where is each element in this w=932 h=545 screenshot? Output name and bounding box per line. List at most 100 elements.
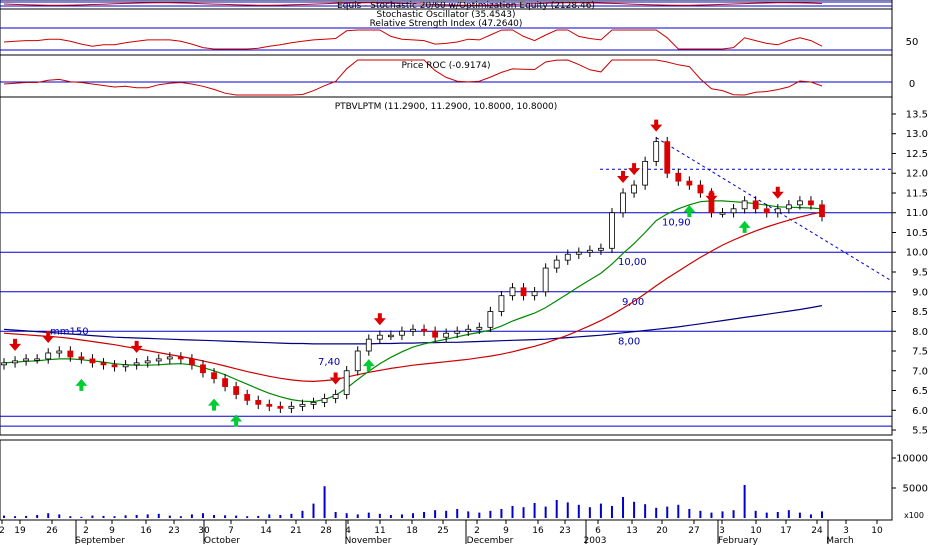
candle-body [89, 358, 96, 364]
sell-arrow [705, 190, 718, 203]
ma-slow-line [3, 211, 823, 383]
candle-body [785, 204, 792, 210]
month-label: November [345, 536, 392, 545]
annotation-label: 7,40 [318, 357, 340, 368]
date-tick-label: 26 [46, 526, 58, 536]
price-tick-label: 10.5 [906, 228, 928, 239]
date-tick-label: 21 [290, 526, 301, 536]
date-tick-label: 23 [559, 526, 570, 536]
candle-body [686, 180, 693, 186]
top-indicator-panels [0, 1, 892, 96]
candle-body [111, 364, 118, 368]
signal-arrows [9, 119, 784, 427]
candle-body [487, 311, 494, 328]
price-tick-label: 12.0 [906, 169, 928, 180]
price-tick-label: 11.5 [906, 188, 928, 199]
sell-arrow [329, 372, 342, 385]
candle-body [288, 405, 295, 409]
candle-body [122, 364, 129, 368]
candle-body [509, 287, 516, 297]
price-tick-label: 13.5 [906, 109, 928, 120]
candle-body [211, 372, 217, 380]
month-label: December [467, 536, 514, 545]
candle-body [354, 350, 361, 372]
candle-body [575, 251, 582, 255]
candle-body [365, 338, 372, 352]
candle-body [631, 184, 637, 194]
roc-title: Price ROC (-0.9174) [401, 61, 490, 71]
candle-body [774, 208, 781, 214]
date-tick-label: 16 [140, 526, 152, 536]
volume-tick-label: 5000 [903, 484, 928, 495]
panel-price-frame [0, 96, 893, 436]
buy-arrow [683, 205, 696, 218]
date-tick-label: 4 [345, 526, 351, 536]
date-tick-label: 10 [871, 526, 883, 536]
candle-body [34, 358, 41, 361]
candle-body [542, 267, 549, 293]
date-tick-label: 2 [83, 526, 89, 536]
price-tick-label: 7.5 [912, 347, 928, 358]
equity-line [3, 2, 823, 6]
date-tick-label: 28 [320, 526, 332, 536]
rsi-line [3, 29, 823, 50]
roc-tick-label: 0 [909, 79, 915, 90]
stoch-title: Stochastic Oscillator (35.4543) [376, 10, 515, 20]
date-tick-label: 9 [503, 526, 509, 536]
candle-body [189, 358, 195, 366]
buy-arrow [208, 398, 221, 411]
level-label: 10,00 [618, 257, 647, 268]
month-label: October [204, 536, 240, 545]
month-label: 2003 [584, 536, 607, 545]
ma-fast-line [3, 200, 823, 403]
candle-body [45, 352, 52, 360]
candle-body [376, 334, 383, 340]
price-title: PTBVLPTM (11.2900, 11.2900, 10.8000, 10.… [335, 102, 558, 112]
candle-body [675, 172, 682, 182]
price-tick-label: 5.5 [912, 426, 928, 437]
buy-arrow [738, 220, 751, 233]
sell-arrow [373, 313, 386, 326]
candle-body [299, 403, 306, 407]
volume-bars [3, 485, 823, 518]
price-tick-label: 6.5 [912, 386, 928, 397]
rsi-title: Relative Strength Index (47.2640) [370, 19, 523, 29]
candle-body [410, 328, 416, 332]
month-label: March [826, 536, 853, 545]
candle-body [586, 249, 593, 253]
candle-body [200, 364, 206, 374]
date-tick-label: 3 [719, 526, 725, 536]
date-tick-label: 16 [532, 526, 544, 536]
candle-body [133, 362, 140, 366]
candle-body [664, 141, 671, 174]
candle-body [763, 208, 770, 214]
candle-body [332, 394, 339, 399]
price-tick-label: 11.0 [906, 208, 928, 219]
candle-body [498, 295, 505, 312]
date-tick-label: 2 [474, 526, 480, 536]
price-tick-label: 9.0 [912, 287, 928, 298]
date-tick-label: 11 [374, 526, 385, 536]
buy-arrow [230, 414, 243, 427]
candle-body [166, 356, 173, 360]
price-tick-label: 13.0 [906, 129, 928, 140]
candle-body [67, 350, 74, 358]
candle-body [620, 192, 626, 214]
date-tick-label: 19 [14, 526, 26, 536]
candle-body [564, 253, 571, 261]
axes: 13.5 13.0 12.5 12.0 11.5 11.0 10.5 10.0 9.5 9.0 8.… [0, 109, 928, 545]
annotation-label: mm150 [50, 326, 89, 337]
candle-body [310, 401, 317, 405]
candle-body [454, 330, 461, 334]
candle-body [642, 160, 649, 186]
price-tick-label: 6.0 [912, 406, 928, 417]
candle-body [598, 247, 604, 251]
month-label: February [718, 536, 759, 545]
candle-body [255, 399, 262, 405]
candle-body [697, 184, 704, 194]
candle-body [266, 403, 273, 407]
candle-body [752, 200, 759, 210]
date-tick-label: 17 [780, 526, 791, 536]
